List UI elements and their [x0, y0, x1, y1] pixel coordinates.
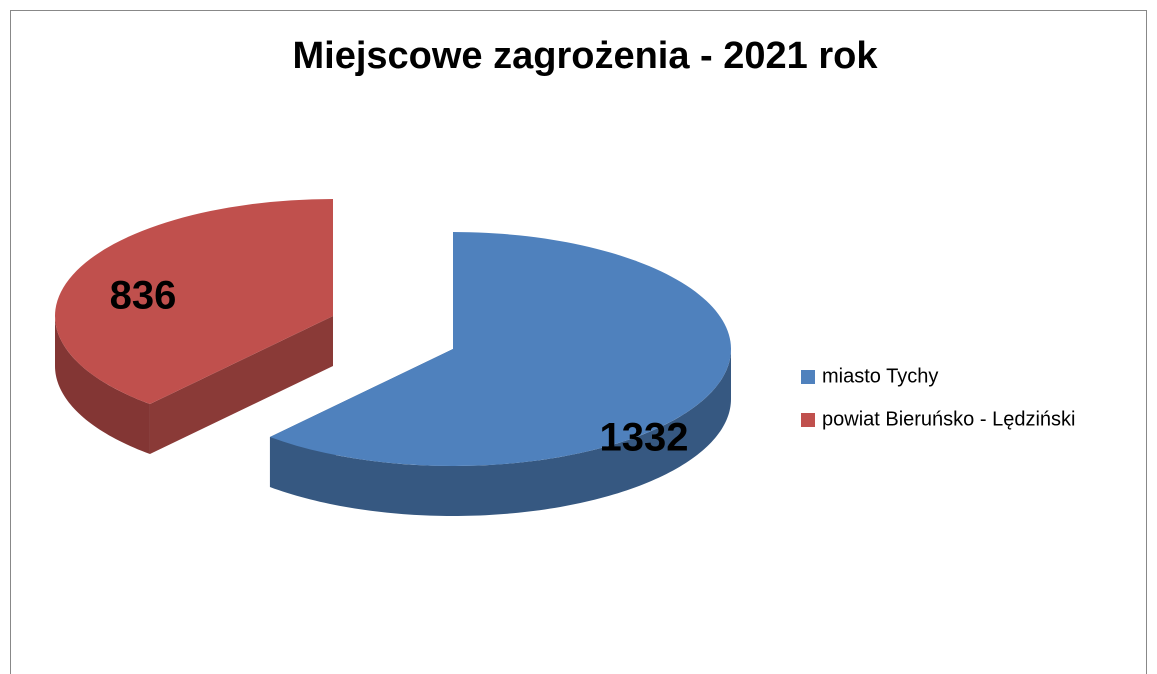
- pie-slice: [269, 232, 731, 466]
- data-label: 836: [110, 274, 177, 318]
- data-label: 1332: [600, 416, 689, 460]
- slice-rim: [55, 316, 150, 455]
- legend-label: miasto Tychy: [822, 365, 938, 387]
- pie-slice: [54, 199, 333, 405]
- chart-title: Miejscowe zagrożenia - 2021 rok: [292, 35, 878, 77]
- legend-swatch: [801, 413, 815, 427]
- slice-wall: [149, 316, 333, 455]
- slice-rim: [269, 349, 731, 516]
- legend-label: powiat Bieruńsko - Lędziński: [822, 408, 1075, 430]
- legend-swatch: [801, 370, 815, 384]
